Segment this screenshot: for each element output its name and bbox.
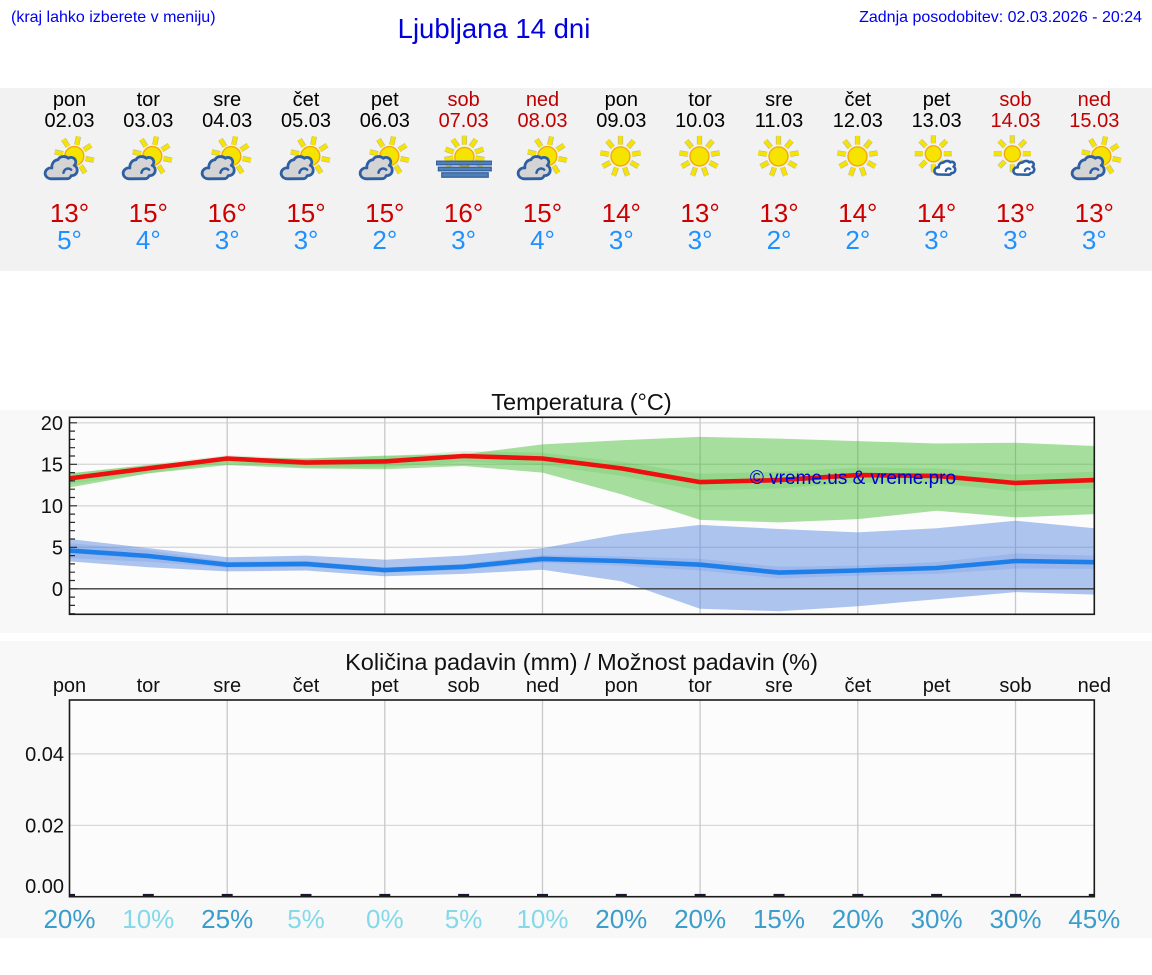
svg-text:ned: ned — [526, 675, 559, 697]
svg-text:pon: pon — [605, 675, 638, 697]
svg-text:20: 20 — [41, 413, 63, 435]
svg-text:0: 0 — [52, 579, 63, 601]
svg-text:10: 10 — [41, 496, 63, 518]
svg-text:pet: pet — [371, 675, 399, 697]
svg-text:0.04: 0.04 — [25, 744, 64, 766]
svg-text:tor: tor — [137, 675, 161, 697]
svg-text:tor: tor — [688, 675, 712, 697]
svg-text:čet: čet — [293, 675, 320, 697]
svg-text:5: 5 — [52, 538, 63, 560]
svg-text:pet: pet — [923, 675, 951, 697]
svg-text:0.02: 0.02 — [25, 816, 64, 838]
svg-text:čet: čet — [844, 675, 871, 697]
svg-text:© vreme.us & vreme.pro: © vreme.us & vreme.pro — [750, 468, 956, 489]
svg-text:0.00: 0.00 — [25, 876, 64, 898]
svg-text:sre: sre — [765, 675, 793, 697]
svg-text:sob: sob — [999, 675, 1031, 697]
svg-text:ned: ned — [1078, 675, 1111, 697]
svg-text:15: 15 — [41, 455, 63, 477]
svg-text:pon: pon — [53, 675, 86, 697]
svg-text:sob: sob — [447, 675, 479, 697]
svg-text:sre: sre — [213, 675, 241, 697]
